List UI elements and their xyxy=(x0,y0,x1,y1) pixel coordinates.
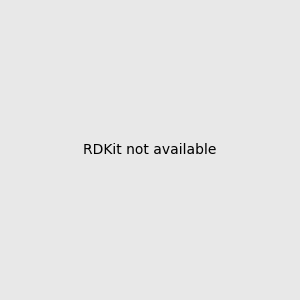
Text: RDKit not available: RDKit not available xyxy=(83,143,217,157)
